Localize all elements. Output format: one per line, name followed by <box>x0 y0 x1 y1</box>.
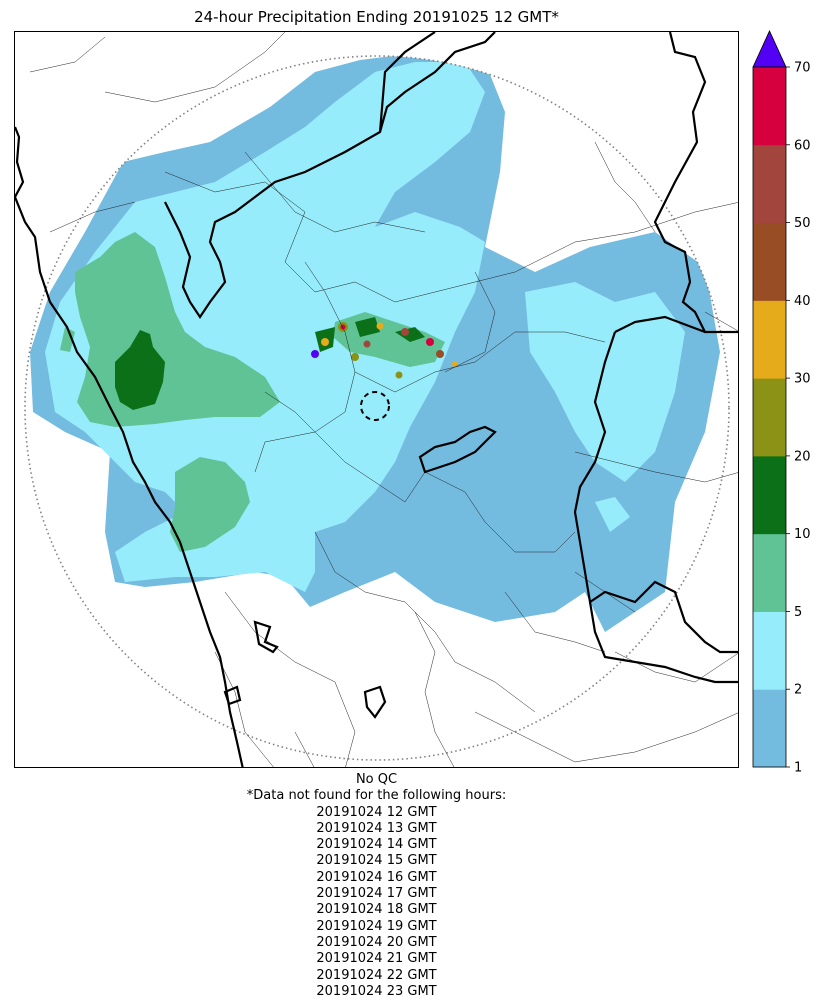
colorbar-ticks: 1 2 5 10 20 30 40 50 60 70 <box>786 61 811 776</box>
missing-hour: 20191024 14 GMT <box>316 837 437 853</box>
missing-hour: 20191024 16 GMT <box>316 869 437 885</box>
precipitation-field <box>30 56 720 632</box>
qc-note: No QC <box>355 772 398 787</box>
missing-hour: 20191024 22 GMT <box>316 967 437 983</box>
colorbar-tick-label: 30 <box>794 372 811 387</box>
colorbar-tick-label: 50 <box>794 216 811 231</box>
missing-hour: 20191024 18 GMT <box>316 902 437 918</box>
colorbar-extend-arrow <box>752 30 787 68</box>
colorbar-tick-label: 60 <box>794 138 811 153</box>
missing-hour: 20191024 23 GMT <box>316 983 437 999</box>
state-boundaries <box>15 32 738 767</box>
footnotes: No QC *Data not found for the following … <box>14 772 739 1000</box>
map-title: 24-hour Precipitation Ending 20191025 12… <box>194 8 559 26</box>
colorbar-segment <box>753 689 786 768</box>
colorbar-tick-label: 10 <box>794 527 811 542</box>
colorbar-tick-label: 2 <box>794 683 802 698</box>
colorbar-segment <box>753 611 786 690</box>
colorbar-tick-label: 1 <box>794 761 802 776</box>
colorbar-segment <box>753 67 786 146</box>
precipitation-colorbar: 1 2 5 10 20 30 40 50 60 70 <box>752 30 824 776</box>
colorbar-frame <box>752 66 787 768</box>
missing-hour: 20191024 15 GMT <box>316 853 437 869</box>
missing-hour: 20191024 19 GMT <box>316 918 437 934</box>
missing-hour: 20191024 20 GMT <box>316 934 437 950</box>
missing-data-header: *Data not found for the following hours: <box>246 788 507 804</box>
district-boundaries <box>29 32 738 767</box>
colorbar-tick-label: 70 <box>794 61 811 76</box>
colorbar-segment <box>753 222 786 301</box>
radar-range-ring <box>24 55 730 761</box>
missing-hour: 20191024 13 GMT <box>316 820 437 836</box>
radar-precipitation-map[interactable] <box>14 31 739 768</box>
missing-hour: 20191024 17 GMT <box>316 886 437 902</box>
colorbar-segments <box>752 30 787 768</box>
radar-site-marker <box>360 391 390 421</box>
colorbar-segment <box>753 378 786 457</box>
map-canvas <box>15 32 738 767</box>
colorbar-segment <box>753 533 786 612</box>
missing-hour: 20191024 21 GMT <box>316 951 437 967</box>
colorbar-segment <box>753 455 786 535</box>
colorbar-tick-label: 20 <box>794 449 811 464</box>
colorbar-tick-label: 40 <box>794 294 811 309</box>
colorbar-tick-label: 5 <box>794 605 802 620</box>
colorbar-segment <box>753 144 786 224</box>
colorbar-segment <box>753 300 786 379</box>
missing-hour: 20191024 12 GMT <box>316 804 437 820</box>
